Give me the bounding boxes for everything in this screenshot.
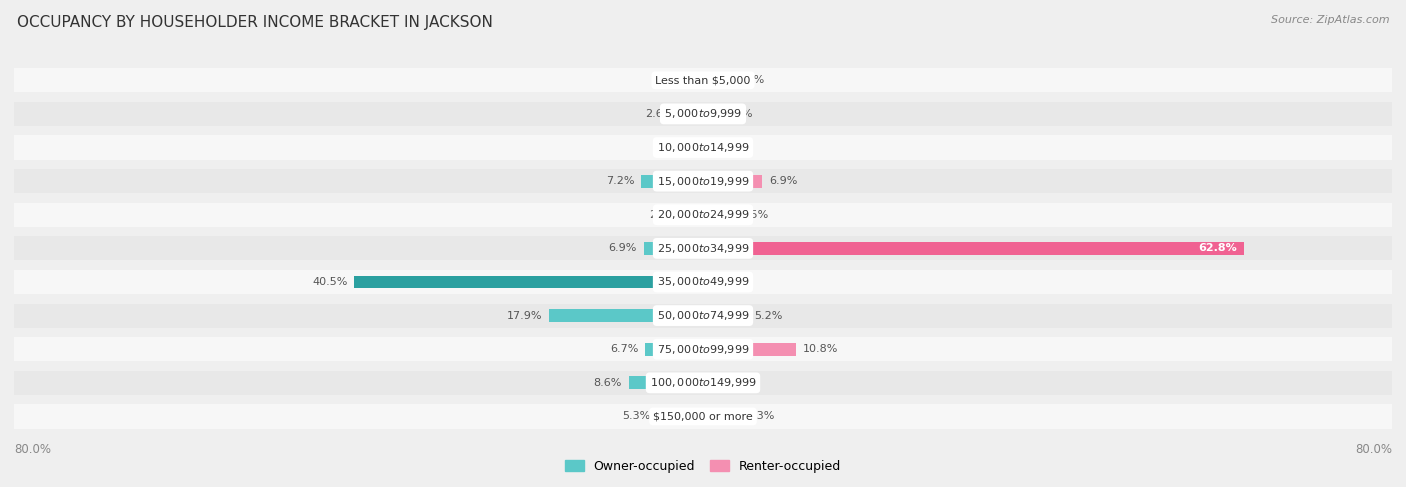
Bar xyxy=(14,337,1392,361)
Text: 2.6%: 2.6% xyxy=(645,109,673,119)
Text: 8.6%: 8.6% xyxy=(593,378,621,388)
Text: 0.68%: 0.68% xyxy=(655,143,690,152)
Text: $75,000 to $99,999: $75,000 to $99,999 xyxy=(657,343,749,356)
Text: Source: ZipAtlas.com: Source: ZipAtlas.com xyxy=(1271,15,1389,25)
Bar xyxy=(14,303,1392,328)
Text: 80.0%: 80.0% xyxy=(1355,443,1392,456)
Text: 1.3%: 1.3% xyxy=(721,143,749,152)
Bar xyxy=(703,74,728,87)
Bar xyxy=(641,175,703,187)
Text: 40.5%: 40.5% xyxy=(312,277,347,287)
Text: 5.2%: 5.2% xyxy=(755,311,783,320)
Bar xyxy=(703,276,714,288)
Bar xyxy=(703,242,1244,255)
Bar xyxy=(628,376,703,389)
Bar xyxy=(14,236,1392,261)
Bar xyxy=(14,270,1392,294)
Bar xyxy=(703,309,748,322)
Text: 3.0%: 3.0% xyxy=(735,75,763,85)
Text: 1.5%: 1.5% xyxy=(655,75,683,85)
Text: 5.3%: 5.3% xyxy=(623,412,651,421)
Text: 17.9%: 17.9% xyxy=(506,311,541,320)
Text: $10,000 to $14,999: $10,000 to $14,999 xyxy=(657,141,749,154)
Text: $15,000 to $19,999: $15,000 to $19,999 xyxy=(657,175,749,187)
Bar xyxy=(703,343,796,356)
Bar xyxy=(14,102,1392,126)
Bar xyxy=(703,141,714,154)
Text: 6.9%: 6.9% xyxy=(609,244,637,253)
Text: 0.0%: 0.0% xyxy=(710,378,738,388)
Text: Less than $5,000: Less than $5,000 xyxy=(655,75,751,85)
Text: 10.8%: 10.8% xyxy=(803,344,838,354)
Text: 4.3%: 4.3% xyxy=(747,412,775,421)
Text: $100,000 to $149,999: $100,000 to $149,999 xyxy=(650,376,756,389)
Bar xyxy=(703,175,762,187)
Legend: Owner-occupied, Renter-occupied: Owner-occupied, Renter-occupied xyxy=(560,455,846,478)
Bar xyxy=(697,141,703,154)
Bar xyxy=(685,208,703,221)
Bar xyxy=(645,343,703,356)
Text: 3.5%: 3.5% xyxy=(740,210,768,220)
Text: 7.2%: 7.2% xyxy=(606,176,634,186)
Text: 0.87%: 0.87% xyxy=(717,109,752,119)
Text: 1.3%: 1.3% xyxy=(721,277,749,287)
Bar xyxy=(14,135,1392,160)
Text: 6.7%: 6.7% xyxy=(610,344,638,354)
Bar xyxy=(703,108,710,120)
Text: 80.0%: 80.0% xyxy=(14,443,51,456)
Text: $25,000 to $34,999: $25,000 to $34,999 xyxy=(657,242,749,255)
Text: $150,000 or more: $150,000 or more xyxy=(654,412,752,421)
Bar xyxy=(14,404,1392,429)
Bar xyxy=(703,410,740,423)
Text: 6.9%: 6.9% xyxy=(769,176,797,186)
Bar xyxy=(690,74,703,87)
Bar xyxy=(354,276,703,288)
Text: 62.8%: 62.8% xyxy=(1198,244,1237,253)
Bar xyxy=(14,68,1392,93)
Text: $20,000 to $24,999: $20,000 to $24,999 xyxy=(657,208,749,221)
Bar xyxy=(14,371,1392,395)
Bar xyxy=(14,169,1392,193)
Bar xyxy=(658,410,703,423)
Text: $35,000 to $49,999: $35,000 to $49,999 xyxy=(657,276,749,288)
Text: 2.2%: 2.2% xyxy=(648,210,678,220)
Bar xyxy=(703,208,733,221)
Text: $50,000 to $74,999: $50,000 to $74,999 xyxy=(657,309,749,322)
Text: OCCUPANCY BY HOUSEHOLDER INCOME BRACKET IN JACKSON: OCCUPANCY BY HOUSEHOLDER INCOME BRACKET … xyxy=(17,15,492,30)
Bar xyxy=(548,309,703,322)
Bar xyxy=(681,108,703,120)
Text: $5,000 to $9,999: $5,000 to $9,999 xyxy=(664,108,742,120)
Bar xyxy=(14,203,1392,227)
Bar xyxy=(644,242,703,255)
